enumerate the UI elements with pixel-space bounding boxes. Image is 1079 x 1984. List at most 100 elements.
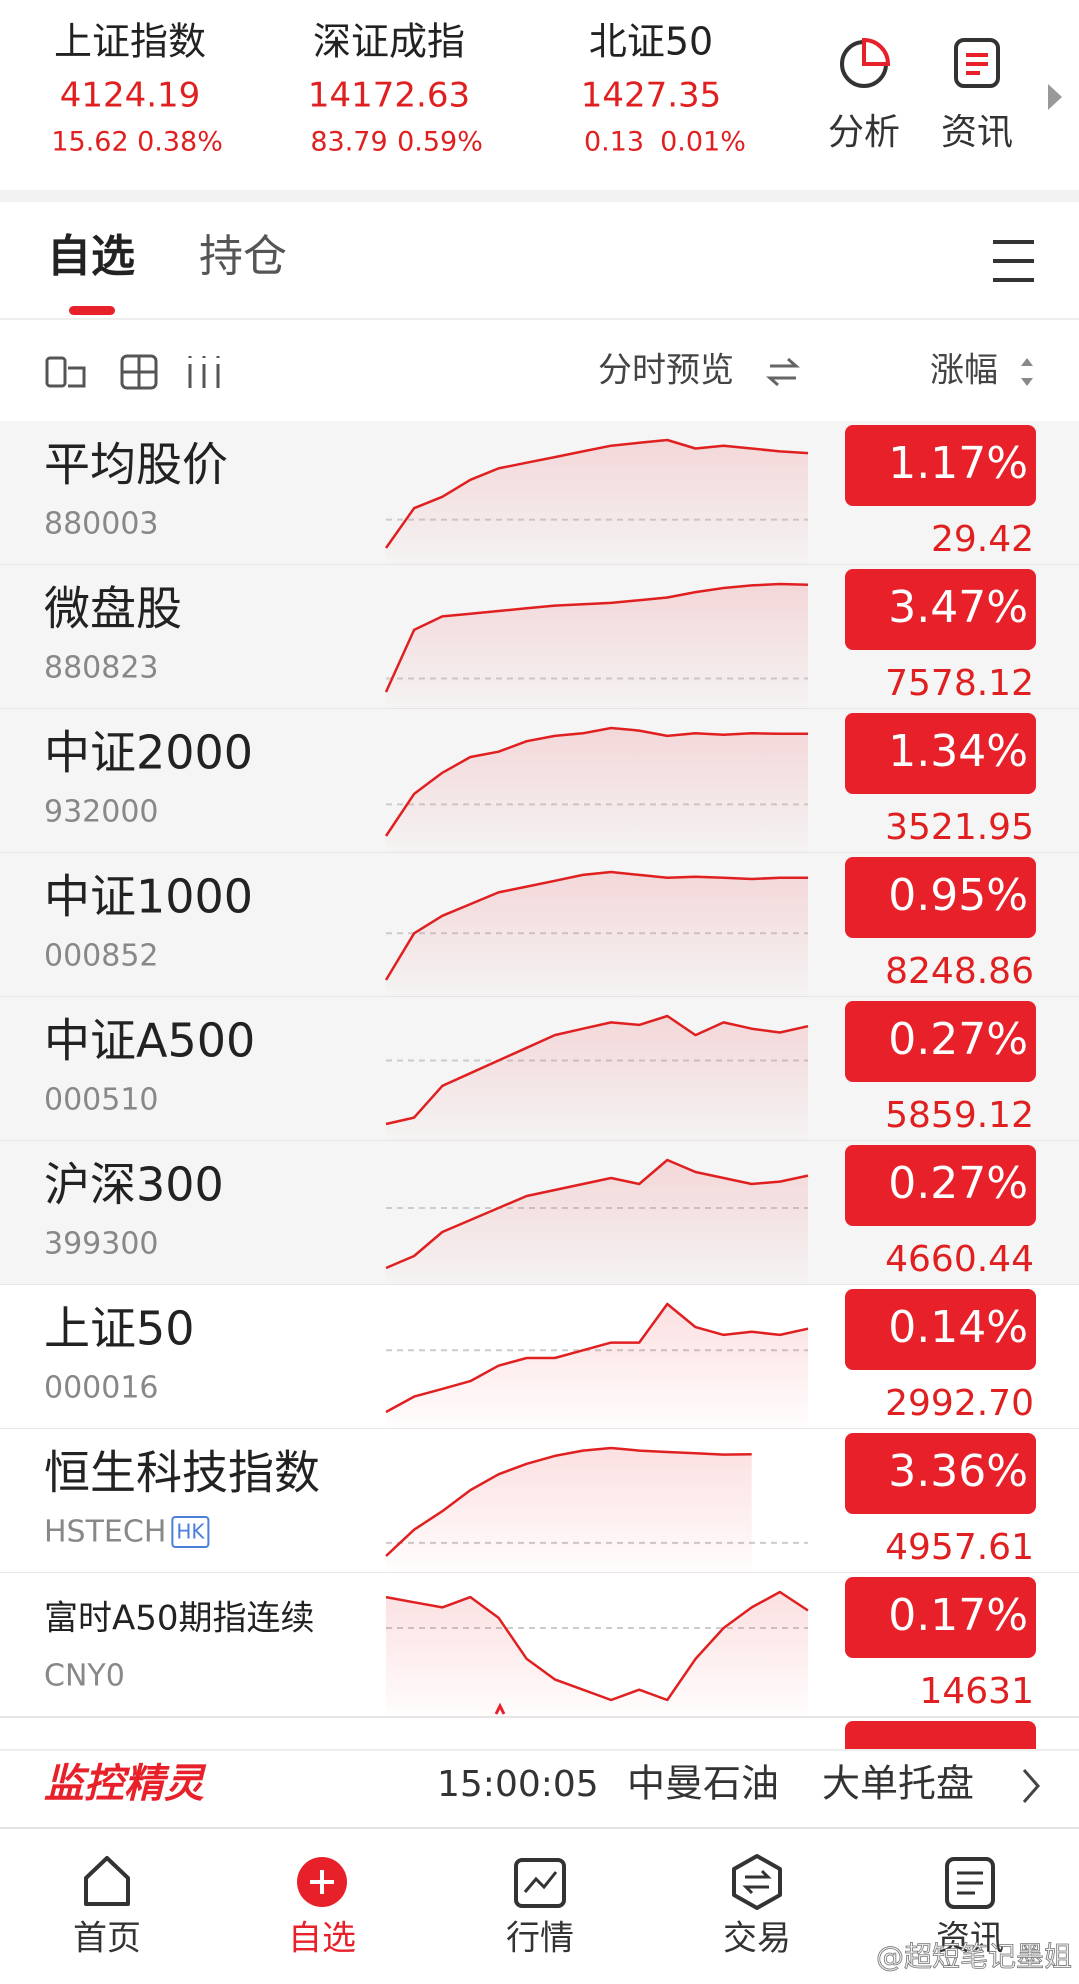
sparkline: [384, 582, 809, 693]
price: 4660.44: [885, 1239, 1034, 1280]
price: 2992.70: [885, 1383, 1034, 1424]
watchlist-row[interactable]: 上证50 000016 0.14% 2992.70: [0, 1285, 1079, 1430]
watchlist-row[interactable]: 中证2000 932000 1.34% 3521.95: [0, 709, 1079, 854]
separator: [0, 190, 1079, 202]
icon-list-part: [68, 366, 86, 388]
preview-toggle[interactable]: 分时预览: [598, 351, 734, 391]
stock-code: 000016: [44, 1371, 159, 1406]
news-icon: [954, 38, 1000, 88]
stock-name: 富时A50期指连续: [44, 1599, 315, 1639]
monitor-stock: 中曼石油: [627, 1762, 779, 1806]
news-icon-lines: [966, 53, 988, 75]
trade-icon: [732, 1854, 782, 1910]
sparkline: [384, 438, 809, 549]
change-box: [845, 1433, 1036, 1514]
watchlist-row[interactable]: 恒生科技指数 HSTECH HK 3.36% 4957.61: [0, 1429, 1079, 1574]
monitor-bar[interactable]: [0, 1750, 1079, 1828]
sparkline-area: [386, 1592, 808, 1717]
nav-watchlist[interactable]: 自选: [288, 1857, 356, 1959]
sparkline: [385, 1302, 809, 1414]
sparkline-area: [386, 1448, 752, 1573]
sparkline-area: [386, 584, 808, 709]
stock-code: 000510: [44, 1083, 159, 1118]
change-box: [845, 1145, 1036, 1226]
change-pct: 1.17%: [888, 438, 1028, 489]
stock-code: 880823: [44, 651, 159, 686]
stock-code: 000852: [44, 939, 159, 974]
change-pct: 0.14%: [888, 1302, 1028, 1353]
icon-grid-lines: [122, 356, 156, 388]
tab[interactable]: 持仓: [199, 231, 287, 282]
price: 29.42: [931, 519, 1034, 560]
stock-code: 399300: [44, 1227, 159, 1262]
watchlist-row[interactable]: 中证A500 000510 0.27% 5859.12: [0, 997, 1079, 1142]
header-index[interactable]: 深证成指 14172.63 83.79 0.59%: [308, 20, 483, 158]
change-pct: 0.17%: [888, 1590, 1028, 1641]
price: 5859.12: [885, 1095, 1034, 1136]
index-name: 北证50: [589, 20, 713, 64]
sort-icon: [1021, 358, 1033, 386]
layout-icons[interactable]: [45, 354, 220, 390]
scroll-arrow[interactable]: [1048, 84, 1062, 110]
nav-label: 首页: [73, 1919, 141, 1959]
watchlist-row[interactable]: 微盘股 880823 3.47% 7578.12: [0, 565, 1079, 710]
watchlist-row[interactable]: 平均股价 880003 1.17% 29.42: [0, 421, 1079, 566]
sort-toggle[interactable]: 涨幅: [930, 351, 998, 391]
nav-label: 交易: [723, 1919, 791, 1959]
chevron: [1022, 1769, 1040, 1803]
swap-icon: [766, 357, 800, 387]
badge: HK: [176, 1520, 205, 1544]
analysis-icon-slice: [862, 37, 891, 66]
header-index[interactable]: 北证50 1427.35 0.13 0.01%: [581, 20, 746, 158]
market-icon: [514, 1858, 566, 1908]
sparkline: [385, 1446, 752, 1557]
index-change: 0.13: [584, 127, 644, 158]
price: 3521.95: [885, 807, 1034, 848]
icon-columns: [188, 364, 220, 388]
watchlist: 平均股价 880003 1.17% 29.42 微盘股 880823 3.47% 7578.1…: [0, 421, 1079, 1718]
menu-icon[interactable]: [993, 240, 1034, 282]
news-button[interactable]: 资讯: [941, 38, 1013, 153]
index-value: 4124.19: [60, 76, 201, 116]
stock-name: 沪深300: [44, 1158, 224, 1212]
index-name: 上证指数: [54, 20, 206, 64]
sparkline-area: [386, 1160, 808, 1285]
stock-name: 恒生科技指数: [44, 1446, 320, 1500]
header-index[interactable]: 上证指数 4124.19 15.62 0.38%: [51, 20, 223, 158]
nav-label: 行情: [506, 1919, 574, 1959]
nav-home[interactable]: 首页: [73, 1856, 141, 1959]
change-box: [845, 1577, 1036, 1658]
stock-name: 平均股价: [44, 438, 228, 492]
stock-code: CNY0: [44, 1659, 125, 1694]
sparkline: [385, 1158, 809, 1270]
sparkline: [385, 1014, 809, 1126]
stock-code: 932000: [44, 795, 159, 830]
icon-list: [45, 356, 67, 388]
watermark: @超短笔记墨姐: [876, 1940, 1072, 1973]
home-icon: [84, 1856, 130, 1906]
partial-sparkline: [494, 1702, 506, 1715]
stock-name: 中证A500: [44, 1014, 255, 1068]
tab-active[interactable]: 自选: [47, 231, 135, 282]
analysis-button[interactable]: 分析: [828, 37, 900, 153]
nav-news[interactable]: 资讯: [936, 1857, 1004, 1959]
change-box: [845, 1001, 1036, 1082]
analysis-label: 分析: [828, 112, 900, 153]
index-value: 14172.63: [308, 76, 470, 116]
nav-trade[interactable]: 交易: [723, 1854, 791, 1959]
watchlist-row[interactable]: 富时A50期指连续 CNY0 0.17% 14631: [0, 1573, 1079, 1718]
watchlist-row[interactable]: 中证1000 000852 0.95% 8248.86: [0, 853, 1079, 998]
change-pct: 0.27%: [888, 1158, 1028, 1209]
index-change-pct: 0.01%: [660, 127, 746, 158]
watchlist-row[interactable]: 沪深300 399300 0.27% 4660.44: [0, 1141, 1079, 1286]
stock-name: 中证2000: [44, 726, 253, 780]
change-box: [845, 569, 1036, 650]
sparkline: [385, 1590, 809, 1702]
sparkline-area: [386, 872, 808, 997]
price: 8248.86: [885, 951, 1034, 992]
market-icon-line: [523, 1871, 558, 1893]
change-box: [845, 857, 1036, 938]
nav-market[interactable]: 行情: [506, 1858, 574, 1959]
